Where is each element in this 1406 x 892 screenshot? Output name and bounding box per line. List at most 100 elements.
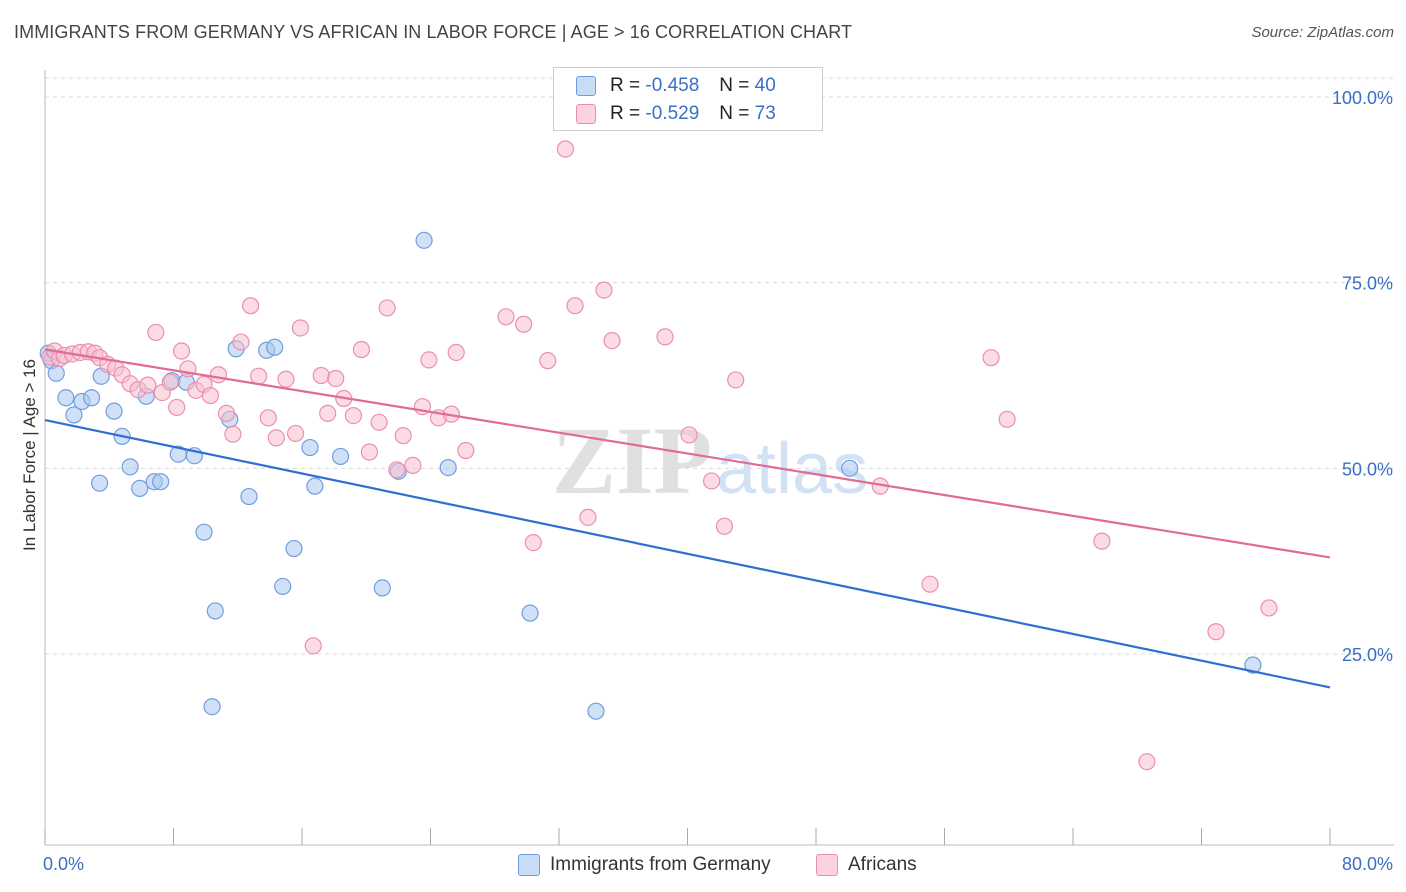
point-africans bbox=[404, 456, 422, 474]
point-africans bbox=[515, 315, 533, 333]
point-africans bbox=[982, 349, 1000, 367]
point-germany bbox=[331, 447, 350, 466]
legend-swatch-blue bbox=[576, 76, 596, 96]
point-africans bbox=[168, 398, 186, 417]
source-credit: Source: ZipAtlas.com bbox=[1251, 24, 1394, 41]
bottom-legend-swatch-blue bbox=[518, 854, 540, 876]
point-africans bbox=[394, 427, 412, 445]
y-tick-label: 50.0% bbox=[1342, 459, 1393, 479]
point-germany bbox=[301, 438, 319, 457]
point-africans bbox=[370, 413, 388, 431]
point-africans bbox=[595, 281, 613, 299]
bottom-legend-africans: Africans bbox=[816, 852, 917, 878]
point-germany bbox=[57, 389, 75, 407]
legend-row-germany: R = -0.458 N = 40 bbox=[576, 72, 776, 100]
point-germany bbox=[274, 577, 292, 596]
point-africans bbox=[603, 331, 621, 350]
point-africans bbox=[312, 366, 330, 385]
point-africans bbox=[147, 323, 165, 342]
bottom-legend-label-germany: Immigrants from Germany bbox=[550, 854, 771, 875]
legend-n-label: N = bbox=[719, 103, 750, 124]
point-africans bbox=[1207, 623, 1225, 641]
point-africans bbox=[291, 319, 309, 337]
point-africans bbox=[217, 404, 236, 422]
point-africans bbox=[447, 343, 465, 362]
bottom-legend-swatch-pink bbox=[816, 854, 838, 876]
point-africans bbox=[579, 508, 597, 526]
point-germany bbox=[47, 364, 65, 382]
point-africans bbox=[360, 443, 379, 461]
legend-n-value: 73 bbox=[754, 103, 776, 124]
bottom-legend-label-africans: Africans bbox=[848, 854, 917, 875]
point-germany bbox=[521, 604, 539, 622]
stats-legend: R = -0.458 N = 40 R = -0.529 N = 73 bbox=[553, 67, 823, 131]
legend-swatch-pink bbox=[576, 104, 596, 124]
bottom-legend-germany: Immigrants from Germany bbox=[518, 852, 771, 878]
point-africans bbox=[656, 328, 674, 346]
legend-n-value: 40 bbox=[754, 75, 776, 96]
point-germany bbox=[121, 458, 139, 476]
point-africans bbox=[250, 367, 268, 385]
point-germany bbox=[105, 402, 123, 420]
point-africans bbox=[304, 637, 322, 655]
point-africans bbox=[232, 333, 250, 351]
point-africans bbox=[715, 517, 734, 535]
point-africans bbox=[224, 425, 242, 443]
point-africans bbox=[420, 351, 438, 369]
point-africans bbox=[201, 386, 220, 405]
point-germany bbox=[415, 231, 433, 249]
point-africans bbox=[139, 376, 157, 394]
point-germany bbox=[195, 523, 213, 541]
point-africans bbox=[388, 461, 406, 479]
point-africans bbox=[286, 424, 305, 443]
point-africans bbox=[727, 371, 745, 389]
legend-row-africans: R = -0.529 N = 73 bbox=[576, 100, 776, 128]
watermark-zip: ZIP bbox=[552, 407, 712, 514]
point-africans bbox=[277, 370, 295, 388]
point-germany bbox=[131, 479, 149, 497]
y-tick-label: 100.0% bbox=[1332, 88, 1393, 108]
point-germany bbox=[65, 406, 83, 424]
x-tick-label-min: 0.0% bbox=[43, 854, 84, 874]
point-africans bbox=[172, 342, 191, 360]
trendline-africans bbox=[44, 348, 1331, 559]
point-africans bbox=[524, 533, 542, 552]
point-africans bbox=[1260, 599, 1278, 617]
point-africans bbox=[259, 409, 277, 427]
point-africans bbox=[566, 297, 584, 315]
point-africans bbox=[209, 366, 228, 384]
point-africans bbox=[161, 373, 179, 391]
trendline-germany bbox=[44, 418, 1331, 689]
legend-r-value: -0.458 bbox=[645, 75, 700, 96]
point-africans bbox=[319, 404, 337, 422]
legend-n-label: N = bbox=[719, 75, 750, 96]
y-tick-label: 75.0% bbox=[1342, 274, 1393, 294]
point-africans bbox=[378, 299, 396, 317]
point-africans bbox=[344, 407, 362, 425]
point-germany bbox=[306, 477, 324, 495]
point-germany bbox=[91, 474, 109, 492]
chart-title: IMMIGRANTS FROM GERMANY VS AFRICAN IN LA… bbox=[14, 22, 853, 42]
legend-r-label: R = bbox=[610, 75, 641, 96]
point-germany bbox=[373, 579, 391, 597]
x-tick-label-max: 80.0% bbox=[1342, 854, 1393, 874]
point-germany bbox=[841, 459, 859, 477]
point-africans bbox=[352, 340, 371, 359]
point-africans bbox=[539, 352, 557, 370]
point-africans bbox=[1138, 753, 1156, 771]
point-africans bbox=[242, 297, 260, 315]
point-africans bbox=[497, 308, 515, 326]
point-germany bbox=[587, 702, 605, 720]
legend-r-label: R = bbox=[610, 103, 641, 124]
point-germany bbox=[1244, 656, 1262, 674]
point-africans bbox=[327, 369, 345, 388]
point-africans bbox=[1093, 532, 1111, 550]
point-africans bbox=[680, 426, 698, 444]
y-tick-label: 25.0% bbox=[1342, 645, 1393, 665]
point-germany bbox=[152, 473, 170, 491]
point-africans bbox=[998, 410, 1016, 428]
point-germany bbox=[285, 539, 303, 558]
point-germany bbox=[439, 458, 457, 477]
point-africans bbox=[267, 429, 285, 447]
